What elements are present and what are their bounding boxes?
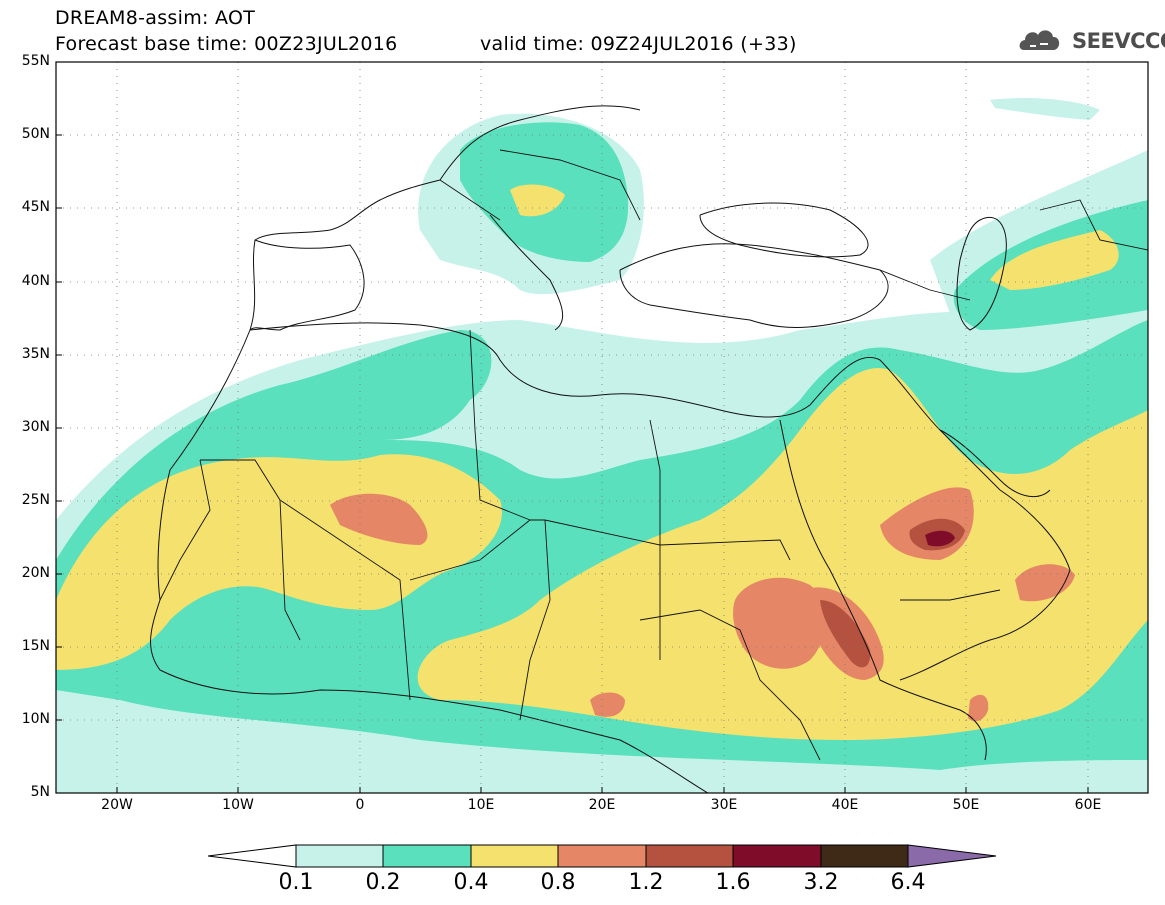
colorbar-box-3-2	[820, 844, 909, 868]
lat-label: 45N	[21, 199, 50, 215]
lon-label: 10W	[222, 797, 254, 813]
aot-band-1-6	[925, 530, 955, 547]
colorbar-high-arrow	[907, 844, 997, 868]
colorbar-box-0-4	[470, 844, 559, 868]
colorbar-box-0-1	[295, 844, 384, 868]
coastlines	[150, 105, 1071, 793]
lat-label: 40N	[21, 273, 50, 289]
lat-label: 35N	[21, 346, 50, 362]
cloud-logo-icon	[1019, 30, 1060, 50]
colorbar-label: 0.4	[453, 870, 489, 895]
aot-band-0-8	[968, 694, 989, 722]
coastline-black-sea	[699, 202, 869, 258]
aot-band-0-8	[733, 577, 825, 669]
valid-time: valid time: 09Z24JUL2016 (+33)	[480, 33, 797, 55]
lon-label: 20E	[588, 797, 616, 813]
coastline-iberia	[249, 239, 365, 331]
lon-label: 20W	[101, 797, 133, 813]
colorbar-box-1-6	[732, 844, 822, 868]
coastline-red-sea	[779, 419, 987, 761]
gridlines	[56, 62, 1148, 793]
aot-band-0-8	[330, 493, 428, 545]
colorbar-label: 0.2	[365, 870, 401, 895]
colorbar-box-0-8	[557, 844, 647, 868]
lon-label: 40E	[831, 797, 859, 813]
coastline-west-africa	[150, 329, 709, 793]
coastline-north-africa	[249, 322, 811, 418]
lat-label: 50N	[21, 126, 50, 142]
colorbar-label: 0.8	[540, 870, 576, 895]
colorbar-low-arrow	[207, 844, 297, 868]
lat-label: 10N	[21, 711, 50, 727]
coastline-persian-gulf	[939, 429, 1051, 498]
coastline-turkey	[619, 243, 889, 328]
lon-label: 10E	[467, 797, 495, 813]
colorbar-box-0-2	[382, 844, 472, 868]
colorbar-label: 1.2	[628, 870, 664, 895]
colorbar-label: 3.2	[803, 870, 839, 895]
axis-ticks	[56, 134, 1089, 793]
aot-band-0-8	[590, 692, 625, 717]
lon-label: 30E	[710, 797, 738, 813]
aot-band-1-2	[820, 600, 871, 668]
colorbar-label: 0.1	[278, 870, 314, 895]
lat-label: 20N	[21, 565, 50, 581]
forecast-base-time: Forecast base time: 00Z23JUL2016	[55, 33, 398, 55]
aot-band-0-4	[990, 230, 1119, 290]
aot-band-0-4	[510, 184, 565, 217]
lat-label: 5N	[30, 784, 50, 800]
lon-label: 60E	[1074, 797, 1102, 813]
coastline-arabia	[809, 356, 1071, 681]
lat-label: 55N	[21, 53, 50, 69]
lat-label: 30N	[21, 419, 50, 435]
colorbar-box-1-2	[645, 844, 734, 868]
colorbar-label: 6.4	[890, 870, 926, 895]
lon-label: 0	[355, 797, 365, 813]
colorbar	[207, 844, 997, 868]
aot-band-0-4	[417, 368, 1148, 740]
lat-label: 15N	[21, 638, 50, 654]
colorbar-label: 1.6	[715, 870, 751, 895]
aot-field	[56, 98, 1148, 793]
map-title: DREAM8-assim: AOT	[55, 7, 256, 29]
lon-label: 50E	[952, 797, 980, 813]
aot-band-0-8	[1015, 564, 1075, 602]
borders	[159, 149, 1148, 761]
coastline-caspian	[956, 217, 1007, 331]
logo-text: SEEVCCC	[1072, 29, 1165, 53]
coastline-italy	[489, 214, 564, 331]
aot-band-0-1	[990, 98, 1100, 120]
lat-label: 25N	[21, 492, 50, 508]
